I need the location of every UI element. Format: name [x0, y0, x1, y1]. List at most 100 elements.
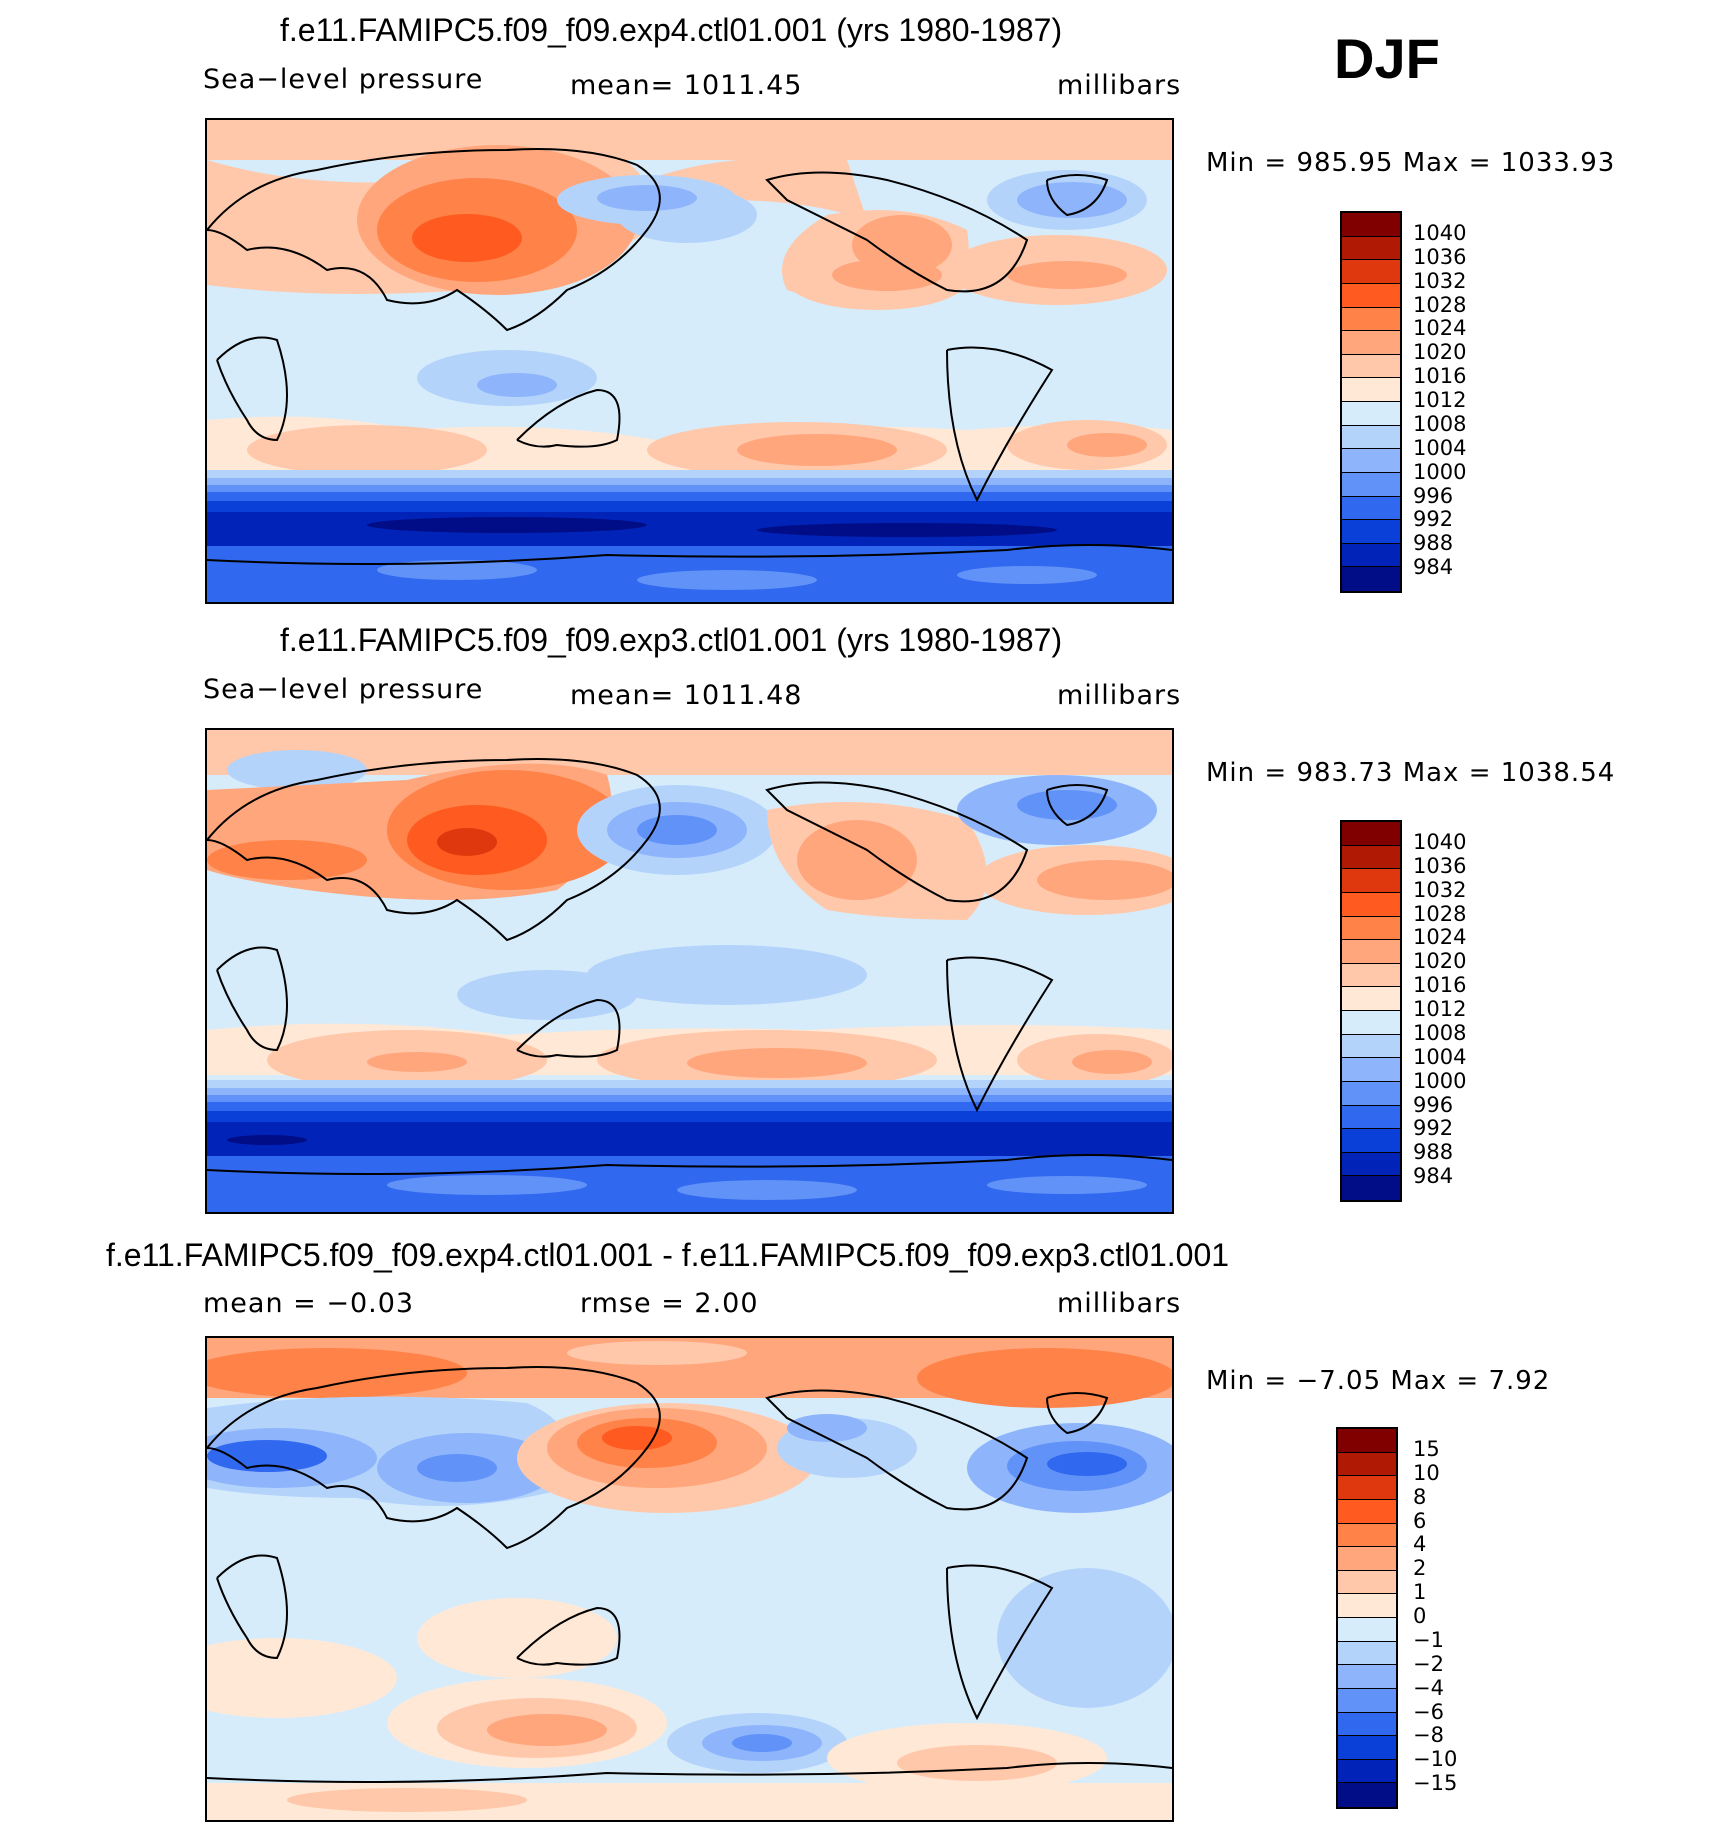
colorbar-swatch [1338, 1499, 1396, 1524]
colorbar-level-label: 1024 [1413, 925, 1467, 950]
colorbar-level-label: 1008 [1413, 411, 1467, 436]
colorbar-swatch [1342, 845, 1400, 870]
panel-2-map-svg [207, 730, 1172, 1212]
panel-2-mean-label: mean= 1011.48 [570, 680, 803, 711]
panel-1-colorbar [1340, 211, 1402, 593]
colorbar-swatch [1342, 1034, 1400, 1059]
colorbar-swatch [1342, 449, 1400, 473]
colorbar-level-label: 984 [1413, 555, 1454, 580]
colorbar-swatch [1338, 1570, 1396, 1595]
colorbar-level-label: 4 [1413, 1532, 1427, 1557]
colorbar-swatch [1338, 1712, 1396, 1737]
colorbar-level-label: −8 [1413, 1723, 1444, 1748]
panel-3-map [205, 1336, 1174, 1822]
panel-3-map-svg [207, 1338, 1172, 1820]
colorbar-level-label: 1 [1413, 1580, 1427, 1605]
colorbar-swatch [1338, 1429, 1396, 1453]
colorbar-swatch [1342, 283, 1400, 308]
colorbar-level-label: 1024 [1413, 316, 1467, 341]
colorbar-level-label: −15 [1413, 1771, 1458, 1796]
panel-1-variable-label: Sea−level pressure [203, 64, 484, 95]
colorbar-swatch [1338, 1594, 1396, 1618]
colorbar-level-label: 6 [1413, 1508, 1427, 1533]
colorbar-swatch [1342, 331, 1400, 355]
colorbar-swatch [1342, 1105, 1400, 1130]
colorbar-level-label: 1012 [1413, 388, 1467, 412]
colorbar-level-label: 1032 [1413, 877, 1467, 902]
colorbar-level-label: 988 [1413, 531, 1454, 556]
colorbar-swatch [1342, 940, 1400, 964]
colorbar-level-label: 996 [1413, 483, 1454, 508]
colorbar-level-label: 15 [1413, 1436, 1440, 1461]
colorbar-level-label: −4 [1413, 1675, 1444, 1700]
colorbar-swatch [1342, 260, 1400, 284]
colorbar-level-label: 1000 [1413, 1068, 1467, 1093]
colorbar-swatch [1342, 236, 1400, 261]
colorbar-swatch [1342, 892, 1400, 917]
panel-2-title: f.e11.FAMIPC5.f09_f09.exp3.ctl01.001 (yr… [280, 622, 1063, 658]
colorbar-swatch [1342, 987, 1400, 1011]
colorbar-swatch [1342, 916, 1400, 941]
colorbar-swatch [1338, 1547, 1396, 1571]
colorbar-swatch [1338, 1618, 1396, 1642]
season-label: DJF [1334, 27, 1440, 90]
colorbar-swatch [1342, 1011, 1400, 1035]
panel-3-colorbar [1336, 1427, 1398, 1809]
colorbar-swatch [1338, 1783, 1396, 1807]
colorbar-level-label: 1000 [1413, 459, 1467, 484]
colorbar-level-label: 996 [1413, 1092, 1454, 1117]
colorbar-level-label: 1008 [1413, 1020, 1467, 1045]
panel-2-minmax: Min = 983.73 Max = 1038.54 [1206, 758, 1616, 788]
colorbar-level-label: 1036 [1413, 853, 1467, 878]
colorbar-swatch [1338, 1476, 1396, 1500]
colorbar-level-label: 1032 [1413, 268, 1467, 293]
colorbar-swatch [1342, 567, 1400, 591]
colorbar-swatch [1342, 472, 1400, 497]
colorbar-swatch [1342, 869, 1400, 893]
colorbar-swatch [1338, 1759, 1396, 1784]
colorbar-level-label: 992 [1413, 1116, 1454, 1141]
panel-1-map [205, 118, 1174, 604]
colorbar-level-label: 988 [1413, 1140, 1454, 1165]
colorbar-level-label: 1020 [1413, 340, 1467, 365]
colorbar-level-label: 1012 [1413, 997, 1467, 1021]
colorbar-swatch [1342, 1176, 1400, 1200]
colorbar-level-label: 8 [1413, 1484, 1427, 1509]
panel-1-minmax: Min = 985.95 Max = 1033.93 [1206, 148, 1616, 178]
colorbar-level-label: 0 [1413, 1604, 1427, 1628]
colorbar-level-label: 1016 [1413, 364, 1467, 389]
colorbar-level-label: 10 [1413, 1460, 1440, 1485]
colorbar-level-label: 992 [1413, 507, 1454, 532]
panel-2-map [205, 728, 1174, 1214]
colorbar-swatch [1342, 963, 1400, 988]
colorbar-level-label: 1040 [1413, 220, 1467, 245]
colorbar-swatch [1342, 1152, 1400, 1177]
panel-2-units-label: millibars [1057, 680, 1182, 711]
panel-3-minmax: Min = −7.05 Max = 7.92 [1206, 1366, 1551, 1396]
panel-1-mean-label: mean= 1011.45 [570, 70, 803, 101]
colorbar-swatch [1338, 1665, 1396, 1689]
colorbar-level-label: −6 [1413, 1699, 1444, 1724]
panel-3-units-label: millibars [1057, 1288, 1182, 1319]
colorbar-swatch [1342, 1058, 1400, 1082]
panel-3-rmse-label: rmse = 2.00 [580, 1288, 759, 1319]
colorbar-swatch [1342, 425, 1400, 450]
colorbar-swatch [1338, 1688, 1396, 1713]
colorbar-swatch [1338, 1736, 1396, 1760]
colorbar-swatch [1338, 1452, 1396, 1477]
colorbar-swatch [1338, 1641, 1396, 1666]
colorbar-level-label: −1 [1413, 1627, 1444, 1652]
colorbar-level-label: 2 [1413, 1556, 1427, 1581]
colorbar-level-label: 984 [1413, 1164, 1454, 1189]
panel-3-title: f.e11.FAMIPC5.f09_f09.exp4.ctl01.001 - f… [106, 1237, 1230, 1273]
colorbar-level-label: 1036 [1413, 244, 1467, 269]
colorbar-swatch [1342, 354, 1400, 379]
panel-1-map-svg [207, 120, 1172, 602]
colorbar-level-label: −2 [1413, 1651, 1444, 1676]
panel-3-colorbar-labels: 15 10 8 6 4 2 1 0 −1 −2 −4 −6 −8 −10 −15 [1413, 1427, 1533, 1809]
colorbar-level-label: 1004 [1413, 1044, 1467, 1069]
panel-2-colorbar-labels: 1040 1036 1032 1028 1024 1020 1016 1012 1008 1004… [1413, 820, 1533, 1202]
colorbar-swatch [1342, 496, 1400, 521]
colorbar-level-label: −10 [1413, 1747, 1458, 1772]
colorbar-swatch [1342, 822, 1400, 846]
